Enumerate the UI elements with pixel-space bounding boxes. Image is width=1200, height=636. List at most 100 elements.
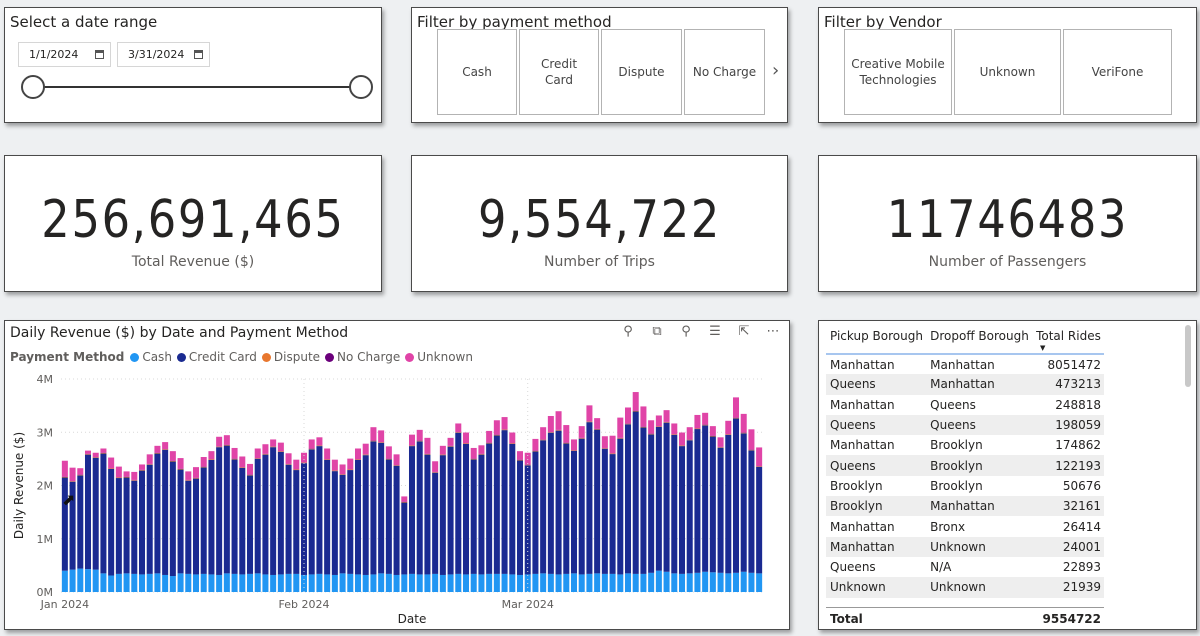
y-tick-label: 1M [37, 533, 54, 546]
bar-segment [732, 417, 740, 419]
table-row[interactable]: Queens Queens 198059 [826, 414, 1104, 436]
legend-title: Payment Method [10, 350, 125, 364]
bar-segment [162, 449, 169, 575]
bar-segment [478, 574, 485, 592]
bar-segment [216, 447, 223, 575]
bar-segment [748, 572, 755, 592]
bar-segment [69, 467, 76, 481]
legend-item-cash[interactable]: Cash [130, 350, 172, 364]
tile-cash[interactable]: Cash [437, 29, 517, 115]
calendar-icon[interactable] [95, 50, 104, 59]
chart-plot[interactable]: 0M 1M 2M 3M 4M Jan 2024 Feb 2024 Mar 2024 Date Da… [5, 321, 790, 630]
dropoff-cell: Queens [930, 397, 976, 412]
table-row[interactable]: Manhattan Brooklyn 174862 [826, 435, 1104, 455]
bar-segment [655, 426, 662, 427]
bar-segment [393, 574, 400, 592]
bar-segment [732, 397, 740, 418]
bar-segment [401, 502, 408, 503]
bar-segment [378, 442, 385, 574]
header-dropoff-borough[interactable]: Dropoff Borough [926, 327, 1033, 355]
vendor-slicer-title: Filter by Vendor [824, 13, 942, 31]
legend-item-credit-card[interactable]: Credit Card [176, 350, 257, 364]
bar-segment [208, 451, 215, 460]
table-row[interactable]: Unknown Unknown 21939 [826, 577, 1104, 598]
date-slider-track[interactable] [33, 86, 366, 88]
filter-icon[interactable]: ☰ [709, 324, 721, 339]
bar-segment [532, 451, 539, 574]
bar-segment [239, 456, 246, 468]
bar-segment [200, 467, 207, 574]
legend-item-unknown[interactable]: Unknown [405, 350, 473, 364]
table-row[interactable]: Manhattan Unknown 24001 [826, 536, 1104, 557]
focus-mode-icon[interactable]: ⇱ [738, 324, 750, 339]
pickup-cell: Queens [826, 414, 927, 436]
table-row[interactable]: Brooklyn Manhattan 32161 [826, 496, 1104, 517]
table-row[interactable]: Manhattan Bronx 26414 [826, 516, 1104, 536]
calendar-icon[interactable] [194, 50, 203, 59]
start-date-input[interactable]: 1/1/2024 [18, 42, 111, 67]
more-options-icon[interactable]: ⋯ [766, 324, 780, 339]
dropoff-cell: Manhattan [926, 496, 1033, 517]
dropoff-cell: Unknown [926, 536, 1033, 557]
table-row[interactable]: Queens Brooklyn 122193 [826, 455, 1104, 476]
copy-icon[interactable]: ⧉ [652, 324, 662, 339]
bar-segment [316, 445, 323, 447]
legend-item-dispute[interactable]: Dispute [261, 350, 320, 364]
bar-segment [146, 464, 153, 465]
bar-segment [239, 467, 246, 575]
bar-segment [277, 451, 284, 575]
bar-segment [632, 392, 639, 411]
bar-segment [439, 454, 446, 456]
bar-segment [563, 425, 570, 443]
bar-segment [648, 434, 655, 573]
bar-segment [601, 448, 608, 449]
pin-icon[interactable]: ⚲ [623, 324, 633, 339]
bar-segment [138, 470, 146, 471]
bar-segment [570, 573, 578, 592]
table-row[interactable]: Brooklyn Brooklyn 50676 [826, 476, 1104, 496]
sort-descending-icon[interactable]: ▼ [1040, 344, 1046, 352]
bar-segment [123, 573, 130, 592]
bar-segment [354, 459, 362, 575]
header-pickup-borough[interactable]: Pickup Borough [826, 327, 927, 355]
bar-segment [246, 573, 254, 592]
tile-verifone[interactable]: VeriFone [1063, 29, 1172, 115]
table-row[interactable]: Queens Manhattan 473213 [826, 374, 1104, 395]
header-total-rides[interactable]: Total Rides [1032, 327, 1104, 355]
bar-segment [678, 446, 686, 574]
pickup-cell: Queens [826, 455, 927, 476]
bar-segment [740, 433, 747, 572]
tile-creative-mobile[interactable]: Creative Mobile Technologies [844, 29, 952, 115]
chevron-right-icon[interactable]: › [772, 60, 780, 81]
bar-segment [478, 454, 485, 575]
bar-segment [401, 502, 408, 575]
tile-no-charge[interactable]: No Charge [684, 29, 765, 115]
bar-segment [586, 573, 593, 592]
bar-segment [501, 573, 508, 592]
kpi-number-of-trips: 9,554,722 Number of Trips [411, 155, 788, 292]
bar-segment [354, 459, 362, 460]
table-row[interactable]: Manhattan Queens 248818 [826, 395, 1104, 415]
tile-dispute[interactable]: Dispute [601, 29, 682, 115]
bar-segment [732, 572, 740, 592]
bar-segment [648, 433, 655, 435]
bar-segment [77, 474, 84, 476]
bar-segment [270, 446, 277, 448]
bar-segment [293, 459, 300, 470]
bar-segment [547, 432, 554, 574]
table-row[interactable]: Manhattan Manhattan 8051472 [826, 354, 1104, 374]
bar-segment [154, 453, 161, 574]
tile-credit-card[interactable]: Credit Card [519, 29, 599, 115]
date-slider-start-handle[interactable] [21, 75, 45, 99]
legend-item-no-charge[interactable]: No Charge [325, 350, 400, 364]
bar-segment [146, 464, 153, 574]
table-row[interactable]: Queens N/A 22893 [826, 557, 1104, 577]
date-slider-end-handle[interactable] [349, 75, 373, 99]
tile-unknown-vendor[interactable]: Unknown [954, 29, 1061, 115]
table-scrollbar[interactable] [1185, 325, 1191, 387]
end-date-input[interactable]: 3/31/2024 [117, 42, 210, 67]
bar-segment [601, 436, 608, 448]
bar-segment [416, 429, 423, 441]
bar-segment [570, 439, 578, 451]
bell-icon[interactable]: ⚲ [681, 324, 691, 339]
